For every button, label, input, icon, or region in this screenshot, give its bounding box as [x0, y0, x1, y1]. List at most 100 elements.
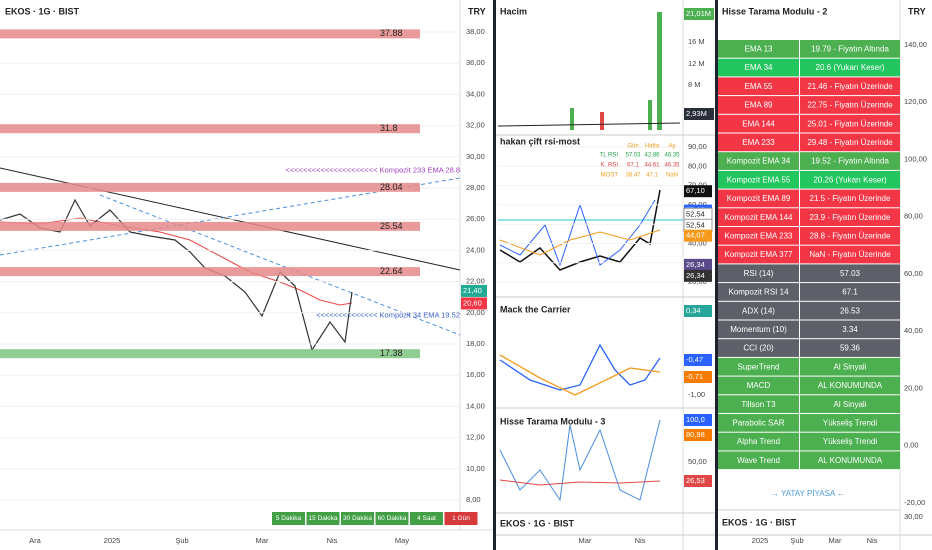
row-label-cell: [718, 339, 799, 357]
row-value: AL KONUMUNDA: [818, 381, 883, 390]
y-tick-label: 36,00: [466, 58, 485, 67]
price-chart: EKOS · 1G · BIST TRY: [0, 6, 486, 352]
table-header: Hafta: [645, 144, 660, 150]
price-badge: [684, 258, 712, 271]
table-row-name: TL RSI: [600, 153, 619, 159]
row-value: 20.26 (Yukarı Keser): [813, 175, 887, 184]
footer-symbol: EKOS · 1G · BIST: [722, 517, 797, 527]
row-value-cell: [800, 395, 900, 413]
timeframe-button[interactable]: [375, 512, 409, 525]
y-tick-label: -20,00: [904, 498, 925, 507]
price-badge: [684, 429, 712, 441]
row-value-cell: [800, 376, 900, 395]
y-tick-label: 18,00: [466, 339, 485, 348]
row-label-cell: [718, 208, 799, 226]
timeframe-button[interactable]: [306, 512, 340, 525]
level-band: [0, 124, 420, 134]
y-tick-label: 16,00: [466, 370, 485, 379]
price-badge-label: -0,47: [686, 355, 703, 364]
y-tick-label: 60,00: [688, 200, 707, 209]
row-label-cell: [718, 320, 799, 339]
most-line: [499, 229, 661, 256]
axis-label: 30,00: [904, 512, 923, 521]
volume-bar: [648, 100, 652, 130]
price-badge-label: 2,93M: [686, 109, 707, 118]
row-value: AL KONUMUNDA: [818, 456, 883, 465]
row-label: EMA 89: [744, 101, 773, 110]
row-value-cell: [800, 77, 900, 96]
row-value: 23.9 - Fiyatın Üzerinde: [810, 213, 891, 222]
x-tick-label: Şub: [175, 536, 188, 545]
timeframe-label[interactable]: 15 Dakika: [309, 515, 338, 522]
row-label-cell: [718, 301, 799, 320]
y-tick-label: 24,00: [466, 245, 485, 254]
price-badge-label: 0,34: [686, 306, 701, 315]
row-value: 25.01 - Fiyatın Üzerinde: [807, 119, 893, 128]
level-label: 28.04: [380, 182, 403, 192]
price-badge-label: 67,10: [686, 186, 705, 195]
y-tick-label: 34,00: [466, 89, 485, 98]
y-tick-label: 60,00: [904, 269, 923, 278]
level-label: 25.54: [380, 221, 403, 231]
row-value: 3.34: [842, 325, 858, 334]
y-tick-label: 10,00: [466, 464, 485, 473]
price-badge: [684, 229, 712, 242]
row-label-cell: [718, 432, 799, 451]
x-tick-label: Mar: [579, 536, 592, 545]
price-badge-label: 26,34: [686, 271, 705, 280]
row-value-cell: [800, 264, 900, 283]
timeframe-label[interactable]: 1 Gün: [452, 515, 470, 522]
timeframe-button[interactable]: [444, 512, 478, 525]
annotation: <<<<<<<<<<<<<<<<<<<<< Kompozit 233 EMA 2…: [285, 166, 460, 175]
row-value-cell: [800, 208, 900, 226]
panel-title: Mack the Carrier: [500, 304, 571, 314]
row-label: EMA 233: [742, 138, 775, 147]
price-badge: [684, 371, 712, 383]
timeframe-label[interactable]: 30 Dakika: [343, 515, 372, 522]
table-header: Ay: [669, 144, 676, 150]
price-badge-label: 100,0: [686, 415, 705, 424]
trend-note: → YATAY PİYASA ←: [771, 489, 845, 498]
level-band: [0, 221, 420, 231]
price-line: [0, 198, 353, 352]
row-label: ADX (14): [742, 306, 775, 315]
y-tick-label: 80,00: [904, 212, 923, 221]
y-tick-label: 32,00: [466, 121, 485, 130]
level-band: [0, 349, 420, 359]
row-label: Kompozit EMA 233: [724, 231, 793, 240]
panel-title: Hisse Tarama Modulu - 3: [500, 416, 605, 426]
timeframe-label[interactable]: 5 Dakika: [276, 515, 302, 522]
table-cell: 57.03: [625, 153, 641, 159]
timeframe-label[interactable]: 60 Dakika: [378, 515, 407, 522]
row-label-cell: [718, 58, 799, 77]
level-label: 37.88: [380, 28, 403, 38]
row-value: 29.48 - Fiyatın Üzerinde: [807, 138, 893, 147]
x-tick-label: Mar: [829, 536, 842, 545]
y-tick-label: 20,00: [904, 383, 923, 392]
table-header: Gün: [627, 144, 638, 150]
price-badge-label: 21,01M: [686, 9, 711, 18]
timeframe-button[interactable]: [341, 512, 374, 525]
y-tick-label: 8 M: [688, 80, 701, 89]
y-tick-label: 50,00: [688, 457, 707, 466]
price-badge: [461, 284, 487, 297]
price-badge-label: 80,98: [686, 430, 705, 439]
row-label-cell: [718, 152, 799, 170]
row-value: 19.79 - Fiyatın Altında: [811, 44, 889, 53]
x-tick-label: Nis: [635, 536, 646, 545]
row-label: Kompozit EMA 377: [724, 250, 793, 259]
table-row-name: K. RSI: [601, 163, 619, 169]
price-badge: [684, 8, 714, 20]
timeframe-button[interactable]: [272, 512, 305, 525]
timeframe-button[interactable]: [410, 512, 443, 525]
row-value-cell: [800, 96, 900, 114]
row-value-cell: [800, 414, 900, 432]
timeframe-label[interactable]: 4 Saat: [417, 515, 436, 522]
row-label-cell: [718, 357, 799, 376]
row-label-cell: [718, 245, 799, 264]
price-badge: [684, 475, 712, 487]
y-tick-label: 22,00: [466, 277, 485, 286]
x-tick-label: 2025: [752, 536, 769, 545]
row-label-cell: [718, 170, 799, 189]
y-tick-label: 28,00: [466, 183, 485, 192]
